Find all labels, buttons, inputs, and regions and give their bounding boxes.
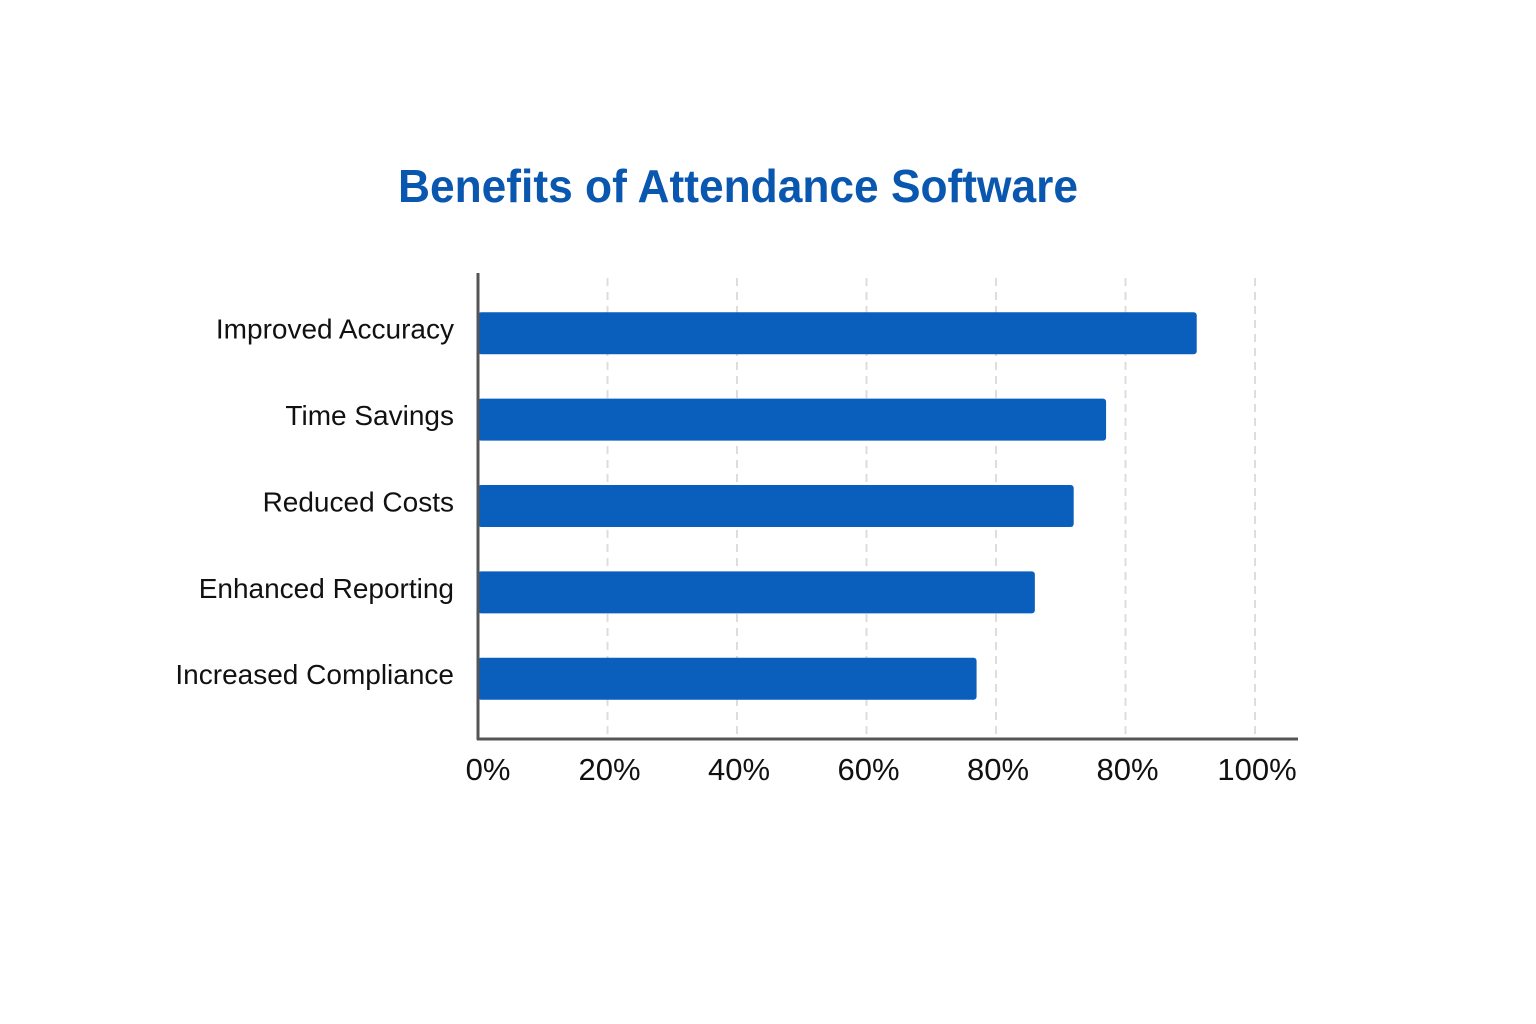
bar [478, 657, 977, 700]
x-tick-label: 80% [1096, 752, 1158, 787]
bar [478, 485, 1074, 527]
y-tick-label: Increased Compliance [175, 659, 454, 690]
y-tick-label: Reduced Costs [263, 486, 454, 517]
x-tick-label: 80% [967, 752, 1029, 787]
bar [478, 398, 1107, 441]
y-tick-label: Time Savings [285, 400, 454, 431]
x-tick-label: 40% [708, 752, 770, 787]
x-tick-label: 20% [578, 752, 640, 787]
x-tick-label: 100% [1217, 752, 1296, 787]
bar [478, 312, 1197, 355]
x-tick-label: 60% [837, 752, 899, 787]
chart-title: Benefits of Attendance Software [398, 160, 1078, 212]
y-tick-label: Enhanced Reporting [199, 573, 454, 604]
bar [478, 571, 1035, 614]
x-tick-label: 0% [466, 752, 511, 787]
y-tick-label: Improved Accuracy [216, 314, 454, 345]
